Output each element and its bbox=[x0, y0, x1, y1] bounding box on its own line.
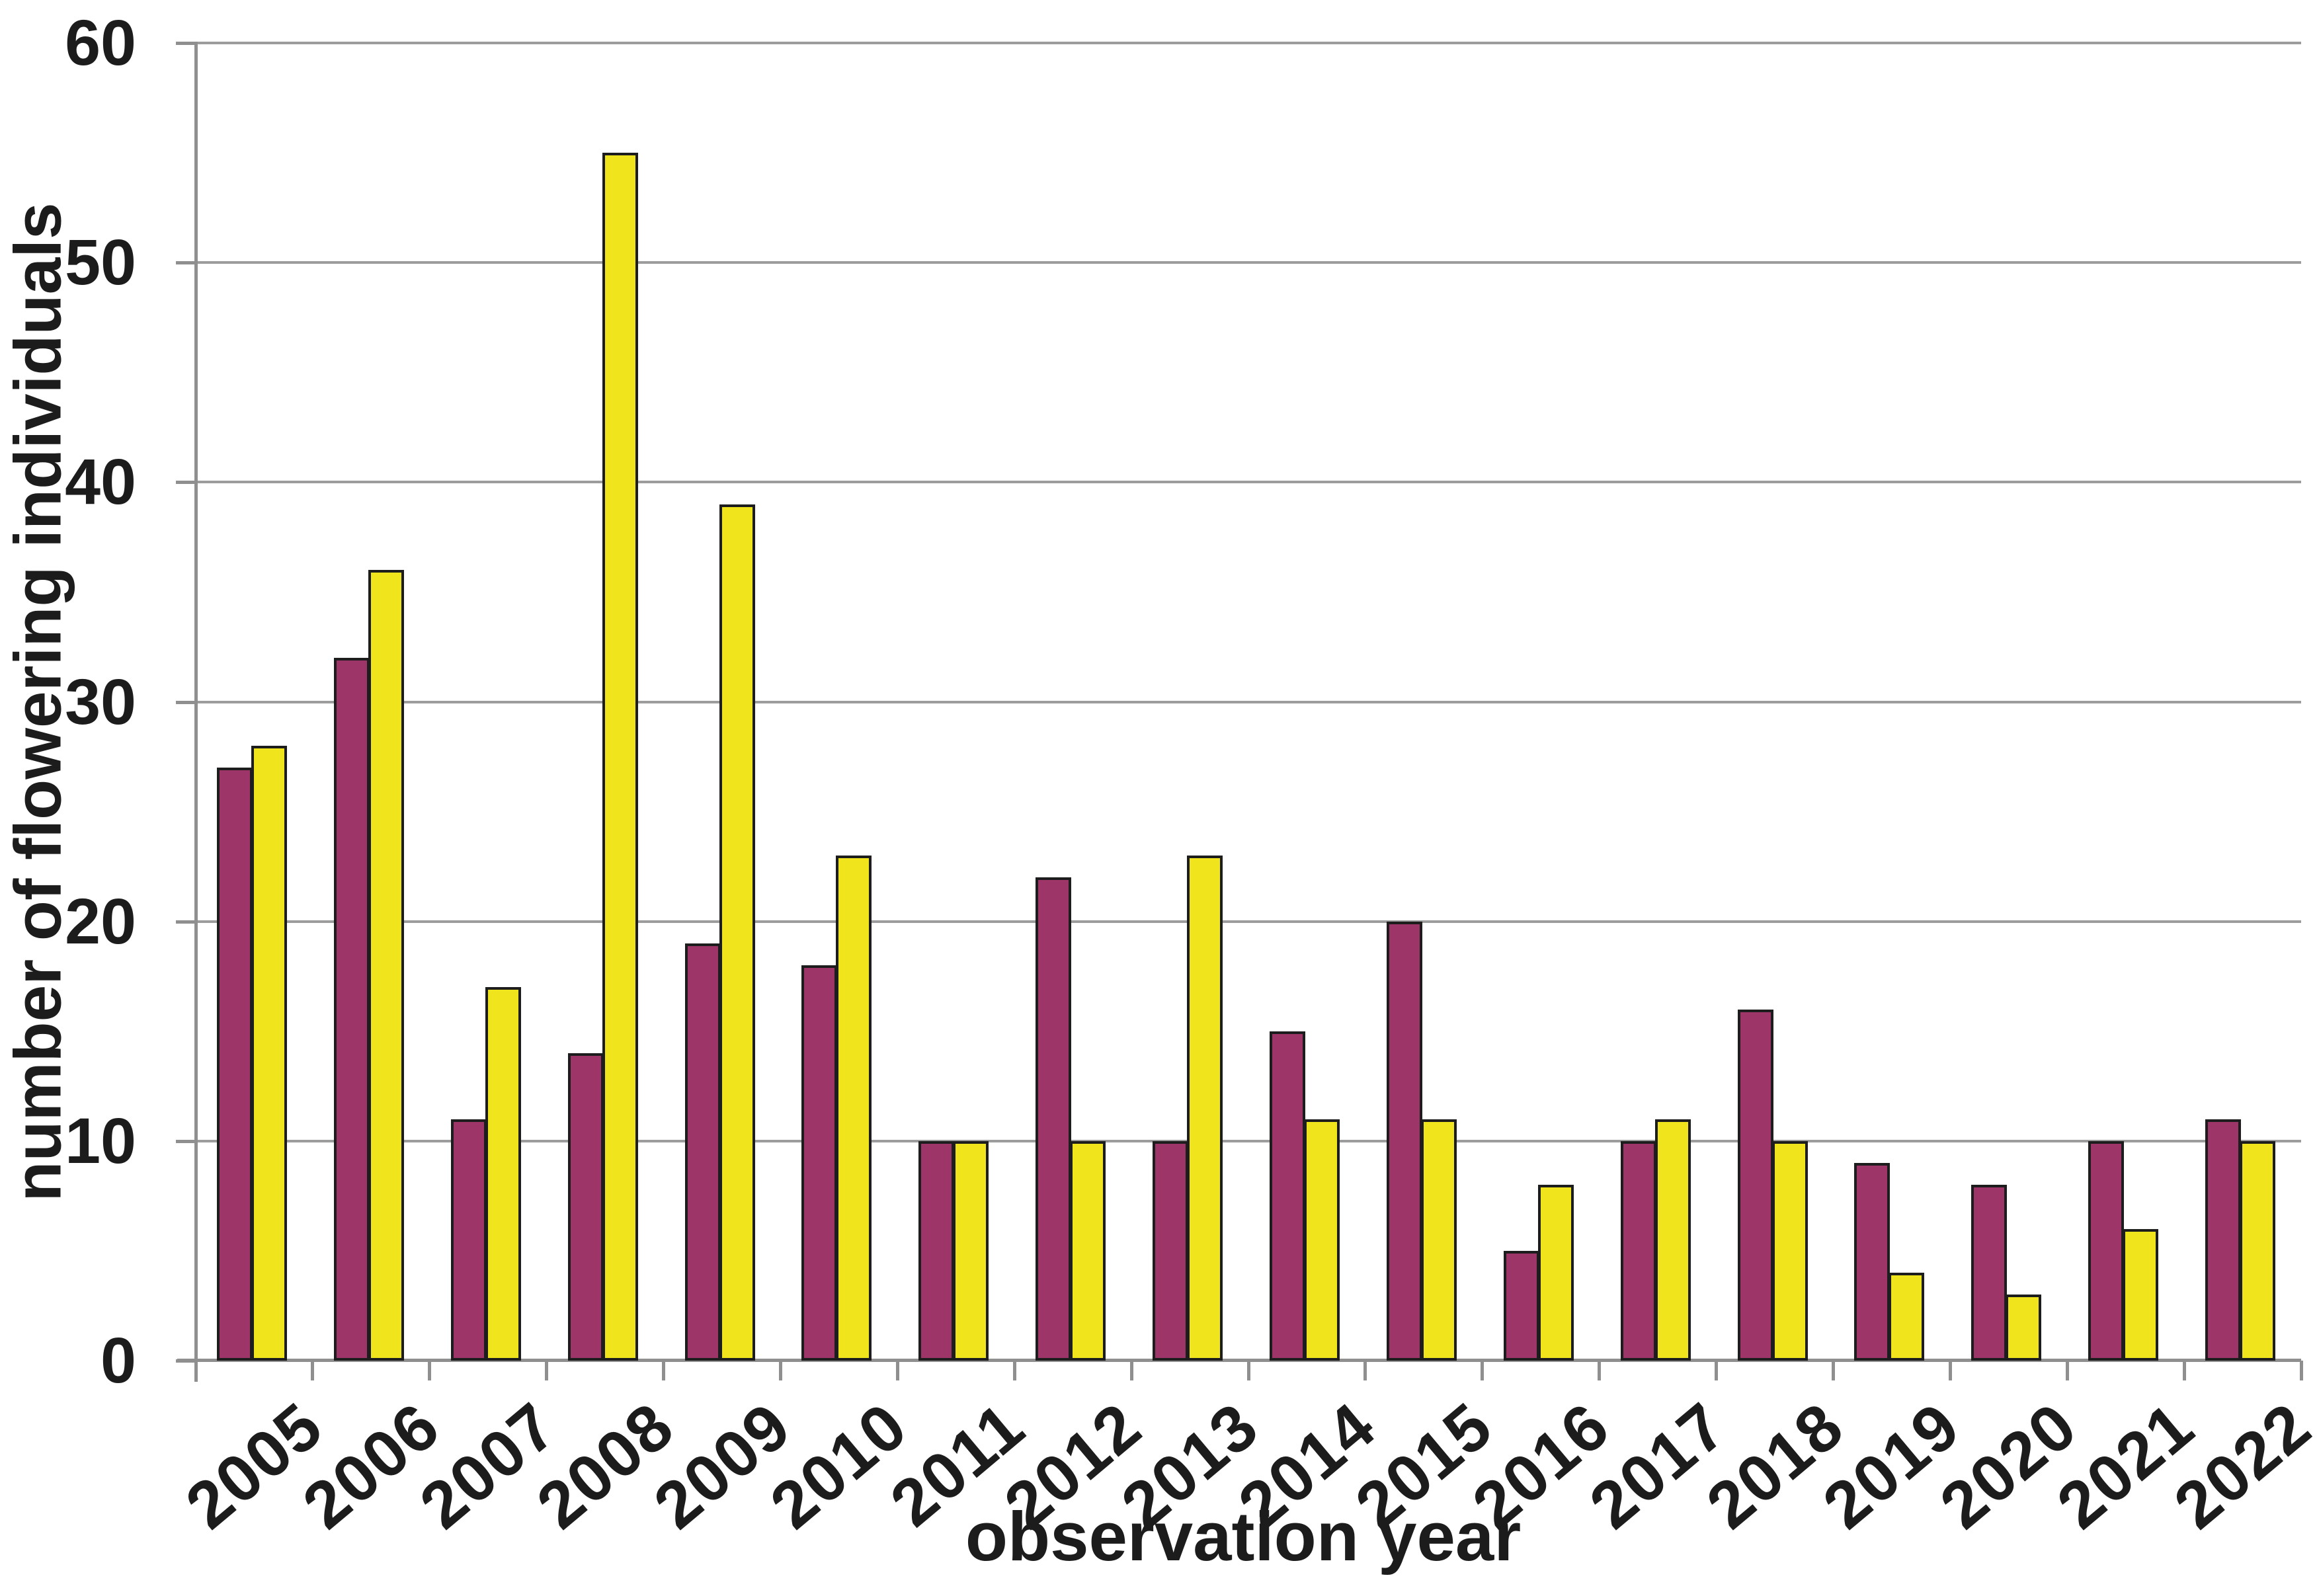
x-tick-right-end bbox=[2299, 1361, 2303, 1380]
bar-2020-purple bbox=[1971, 1185, 2008, 1361]
bar-2022-purple bbox=[2205, 1119, 2242, 1361]
x-tick-2020 bbox=[1948, 1361, 1952, 1380]
x-tick-label-2009: 2009 bbox=[639, 1388, 805, 1543]
bar-2017-purple bbox=[1620, 1140, 1656, 1361]
y-tick-label-0: 0 bbox=[101, 1324, 136, 1396]
bar-2019-yellow bbox=[1889, 1273, 1925, 1361]
gridline-30 bbox=[196, 700, 2301, 703]
bar-2009-purple bbox=[684, 943, 721, 1361]
x-tick-2012 bbox=[1012, 1361, 1016, 1380]
x-tick-label-2007: 2007 bbox=[406, 1388, 571, 1543]
x-tick-label-2019: 2019 bbox=[1809, 1388, 1974, 1543]
y-tick-40 bbox=[176, 481, 196, 485]
x-tick-label-2008: 2008 bbox=[522, 1388, 688, 1543]
bar-2008-purple bbox=[567, 1053, 604, 1361]
x-tick-2018 bbox=[1715, 1361, 1719, 1380]
bar-2018-purple bbox=[1737, 1009, 1773, 1361]
bar-2005-yellow bbox=[251, 745, 287, 1361]
x-tick-2022 bbox=[2182, 1361, 2186, 1380]
y-axis-line bbox=[194, 42, 198, 1382]
y-tick-20 bbox=[176, 920, 196, 924]
bar-2008-yellow bbox=[602, 153, 638, 1361]
bar-2019-purple bbox=[1854, 1163, 1890, 1361]
bar-2013-purple bbox=[1153, 1140, 1189, 1361]
x-tick-label-2010: 2010 bbox=[756, 1388, 922, 1543]
x-tick-label-2018: 2018 bbox=[1692, 1388, 1857, 1543]
bar-2020-yellow bbox=[2006, 1295, 2042, 1361]
gridline-20 bbox=[196, 920, 2301, 923]
bar-2021-yellow bbox=[2123, 1228, 2159, 1361]
x-tick-2016 bbox=[1481, 1361, 1484, 1380]
x-tick-2009 bbox=[662, 1361, 666, 1380]
gridline-50 bbox=[196, 261, 2301, 264]
y-tick-label-60: 60 bbox=[65, 7, 136, 79]
x-tick-2013 bbox=[1129, 1361, 1133, 1380]
x-tick-2021 bbox=[2065, 1361, 2069, 1380]
bar-2010-yellow bbox=[836, 856, 872, 1361]
y-tick-30 bbox=[176, 700, 196, 704]
bar-2007-yellow bbox=[485, 987, 521, 1361]
x-tick-2006 bbox=[311, 1361, 315, 1380]
y-tick-label-20: 20 bbox=[65, 885, 136, 957]
x-tick-label-2017: 2017 bbox=[1575, 1388, 1740, 1543]
bar-2022-yellow bbox=[2240, 1140, 2276, 1361]
x-tick-label-2021: 2021 bbox=[2043, 1388, 2209, 1543]
y-tick-label-50: 50 bbox=[65, 226, 136, 299]
bar-2017-yellow bbox=[1654, 1119, 1691, 1361]
bar-2011-purple bbox=[918, 1140, 955, 1361]
gridline-10 bbox=[196, 1139, 2301, 1142]
x-tick-label-2006: 2006 bbox=[289, 1388, 454, 1543]
bar-2015-purple bbox=[1386, 921, 1422, 1361]
bar-2012-yellow bbox=[1070, 1140, 1106, 1361]
x-tick-2019 bbox=[1831, 1361, 1835, 1380]
x-tick-2015 bbox=[1363, 1361, 1367, 1380]
y-tick-60 bbox=[176, 42, 196, 45]
bar-2010-purple bbox=[801, 965, 838, 1361]
bar-2012-purple bbox=[1036, 877, 1072, 1361]
bar-2016-yellow bbox=[1537, 1185, 1574, 1361]
bar-2009-yellow bbox=[719, 504, 755, 1361]
x-tick-label-2022: 2022 bbox=[2160, 1388, 2317, 1543]
x-tick-label-2020: 2020 bbox=[1926, 1388, 2092, 1543]
gridline-60 bbox=[196, 42, 2301, 44]
x-tick-2017 bbox=[1598, 1361, 1602, 1380]
x-tick-2011 bbox=[895, 1361, 899, 1380]
bar-2007-purple bbox=[450, 1119, 487, 1361]
bar-2021-purple bbox=[2088, 1140, 2125, 1361]
x-tick-2008 bbox=[545, 1361, 549, 1380]
bar-2006-purple bbox=[333, 658, 370, 1361]
bar-2016-purple bbox=[1503, 1250, 1539, 1361]
x-axis-line bbox=[177, 1359, 2301, 1362]
x-axis-title: observation year bbox=[965, 1498, 1522, 1576]
y-tick-label-10: 10 bbox=[65, 1104, 136, 1177]
plot-area: 0 10 20 30 40 50 60 2005 2006 2007 2008 2009 2010 201… bbox=[65, 10, 2317, 1543]
bar-2015-yellow bbox=[1420, 1119, 1457, 1361]
y-tick-label-40: 40 bbox=[65, 446, 136, 518]
y-tick-10 bbox=[176, 1139, 196, 1143]
bar-2014-yellow bbox=[1304, 1119, 1340, 1361]
bar-2006-yellow bbox=[368, 570, 404, 1361]
x-tick-2010 bbox=[778, 1361, 782, 1380]
bar-2011-yellow bbox=[953, 1140, 989, 1361]
x-tick-2014 bbox=[1246, 1361, 1250, 1380]
x-tick-2007 bbox=[428, 1361, 432, 1380]
bar-2014-purple bbox=[1270, 1031, 1305, 1361]
x-tick-label-2005: 2005 bbox=[172, 1388, 337, 1543]
bar-2005-purple bbox=[217, 768, 253, 1361]
y-tick-50 bbox=[176, 261, 196, 265]
bar-2013-yellow bbox=[1187, 856, 1223, 1361]
y-tick-label-30: 30 bbox=[65, 665, 136, 738]
gridline-40 bbox=[196, 481, 2301, 484]
bar-2018-yellow bbox=[1771, 1140, 1808, 1361]
